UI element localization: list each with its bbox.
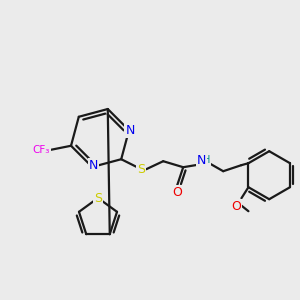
Text: S: S [137, 163, 145, 176]
Text: N: N [196, 154, 206, 167]
Text: O: O [172, 186, 182, 199]
Text: S: S [94, 191, 102, 205]
Text: H: H [202, 155, 210, 165]
Text: O: O [232, 200, 242, 213]
Text: CF₃: CF₃ [32, 145, 50, 155]
Text: N: N [88, 160, 98, 172]
Text: N: N [125, 124, 135, 137]
